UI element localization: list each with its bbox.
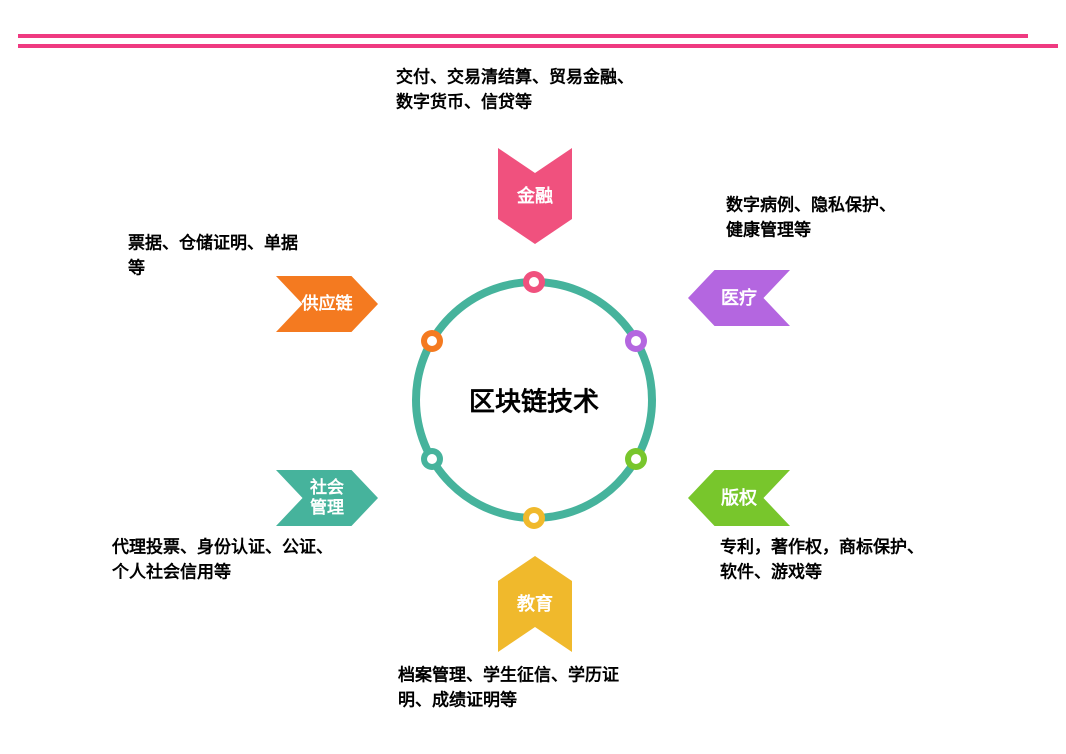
copyright-desc: 专利，著作权，商标保护、软件、游戏等	[720, 535, 930, 584]
finance-desc: 交付、交易清结算、贸易金融、数字货币、信贷等	[396, 65, 646, 114]
supply-dot	[419, 328, 445, 354]
medical-tag-label: 医疗	[688, 270, 790, 326]
supply-desc: 票据、仓储证明、单据等	[128, 231, 298, 280]
social-dot	[419, 446, 445, 472]
social-desc: 代理投票、身份认证、公证、个人社会信用等	[112, 535, 342, 584]
center-title: 区块链技术	[469, 382, 599, 419]
medical-desc: 数字病例、隐私保护、健康管理等	[726, 193, 906, 242]
education-dot	[521, 505, 547, 531]
finance-dot	[521, 269, 547, 295]
copyright-dot	[623, 446, 649, 472]
supply-tag-label: 供应链	[276, 276, 378, 332]
education-desc: 档案管理、学生征信、学历证明、成绩证明等	[398, 663, 628, 712]
medical-dot	[623, 328, 649, 354]
education-tag-label: 教育	[498, 556, 572, 652]
social-tag-label: 社会 管理	[276, 470, 378, 526]
finance-tag-label: 金融	[498, 148, 572, 244]
copyright-tag-label: 版权	[688, 470, 790, 526]
